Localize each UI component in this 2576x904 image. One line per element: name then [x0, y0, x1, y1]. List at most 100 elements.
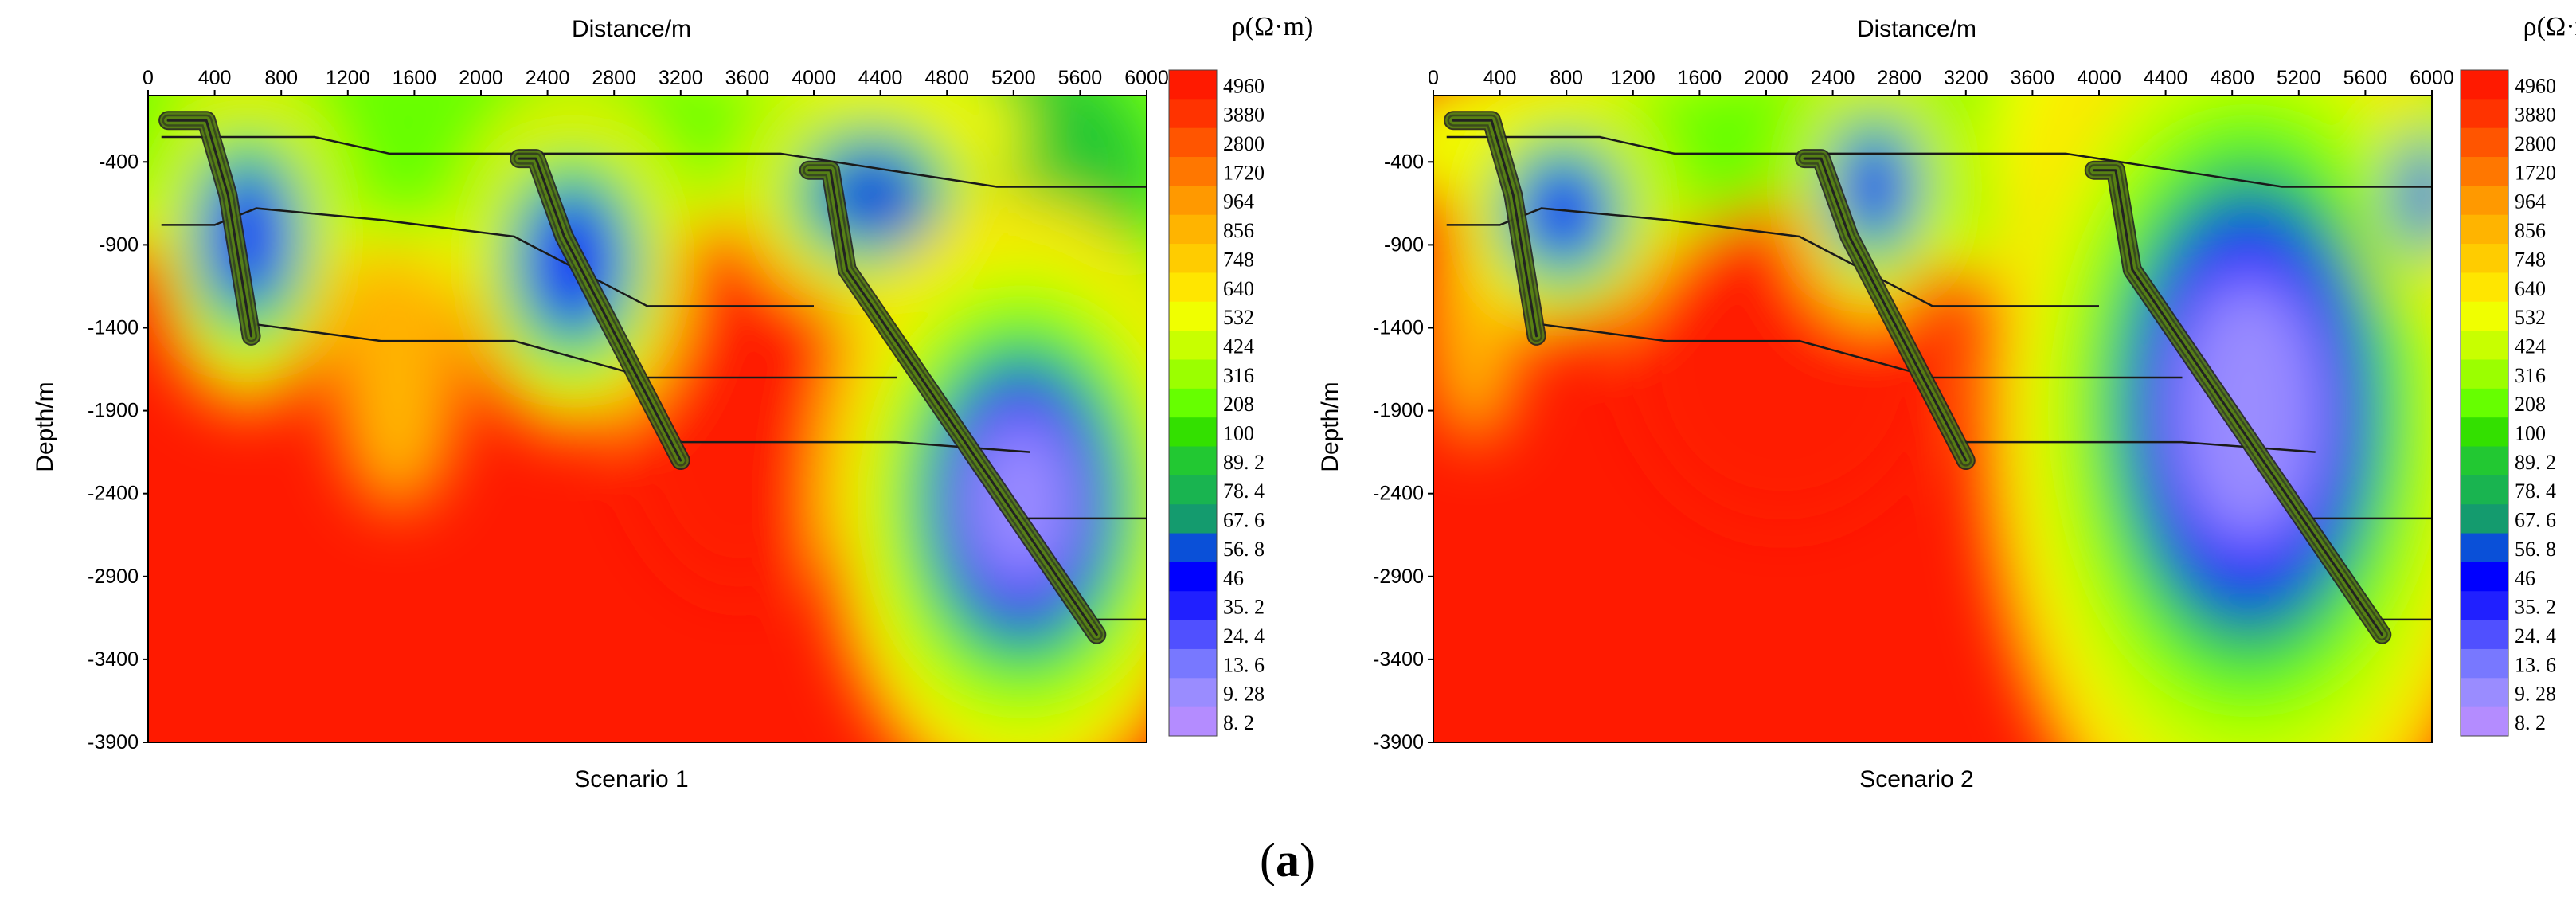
colorbar-label: 1720	[1223, 161, 1265, 184]
colorbar-swatch	[1169, 533, 1217, 563]
colorbar-label: 964	[1223, 190, 1254, 213]
colorbar-label: 2800	[2515, 132, 2556, 155]
colorbar-label: 316	[1223, 364, 1254, 387]
conductive-anomaly	[834, 162, 910, 228]
y-tick-label: -1400	[88, 316, 139, 339]
colorbar-label: 67. 6	[2515, 509, 2556, 532]
colorbar-label: 56. 8	[1223, 538, 1265, 561]
colorbar-label: 100	[2515, 422, 2546, 445]
x-tick-label: 4800	[924, 67, 969, 89]
colorbar-label: 3880	[2515, 104, 2556, 127]
colorbar-swatch	[1169, 359, 1217, 389]
y-tick-label: -2400	[88, 483, 139, 505]
fault-line	[1452, 119, 1538, 338]
colorbar-label: 208	[1223, 393, 1254, 416]
conductive-anomaly	[965, 415, 1078, 589]
colorbar-label: 9. 28	[1223, 683, 1265, 706]
colorbar-swatch	[1169, 70, 1217, 100]
colorbar-swatch	[1169, 186, 1217, 216]
x-tick-label: 6000	[1124, 67, 1169, 89]
y-tick-label: -2900	[1373, 565, 1424, 588]
colorbar-label: 46	[2515, 566, 2535, 589]
colorbar-label: 532	[2515, 306, 2546, 329]
x-tick-label: 2000	[459, 67, 503, 89]
colorbar-swatch	[1169, 446, 1217, 476]
x-tick-label: 3600	[2011, 67, 2055, 89]
x-axis-title: Distance/m	[1857, 16, 1976, 42]
x-tick-label: 4000	[792, 67, 836, 89]
x-tick-label: 1600	[1678, 67, 1722, 89]
y-tick-label: -1900	[1373, 400, 1424, 422]
colorbar-swatch	[2461, 475, 2508, 505]
y-tick-label: -3900	[88, 731, 139, 753]
colorbar-label: 9. 28	[2515, 683, 2556, 706]
fault-line	[518, 157, 682, 462]
plot-frame	[147, 95, 1147, 743]
y-tick-label: -400	[1384, 151, 1424, 173]
colorbar-label: 1720	[2515, 161, 2556, 184]
colorbar-swatch	[2461, 244, 2508, 273]
colorbar-label: 424	[2515, 335, 2546, 358]
x-tick-label: 4000	[2077, 67, 2121, 89]
colorbar-swatch	[2461, 620, 2508, 650]
x-tick-label: 2800	[592, 67, 636, 89]
colorbar-label: 640	[2515, 277, 2546, 300]
colorbar-frame	[1168, 69, 1218, 737]
colorbar-swatch	[2461, 533, 2508, 563]
colorbar-swatch	[1169, 244, 1217, 273]
layer-boundary-line	[1541, 323, 2183, 379]
y-tick-label: -3400	[1373, 648, 1424, 671]
colorbar-label: 46	[1223, 566, 1244, 589]
layer-boundary-line	[256, 323, 897, 379]
colorbar-label: 13. 6	[1223, 653, 1265, 676]
colorbar-swatch	[1169, 591, 1217, 621]
colorbar-swatch	[1169, 99, 1217, 129]
x-tick-label: 5200	[991, 67, 1036, 89]
x-tick-label: 2800	[1877, 67, 1921, 89]
colorbar-swatch	[2461, 157, 2508, 186]
colorbar-label: 78. 4	[2515, 479, 2556, 503]
colorbar-swatch	[2461, 678, 2508, 708]
scenario-2-panel: 0 400 800 1200 1600 2000 2400 2800 3200 3600 4000 4…	[1317, 12, 2576, 792]
colorbar-label: 964	[2515, 190, 2546, 213]
x-tick-label: 5600	[2343, 67, 2388, 89]
conductive-anomaly	[1850, 149, 1898, 225]
y-tick-label: -900	[99, 233, 139, 256]
colorbar-label: 56. 8	[2515, 538, 2556, 561]
colorbar-label: 4960	[1223, 74, 1265, 97]
colorbar-unit-label: ρ(Ω·m)	[2523, 12, 2576, 41]
fault-line	[807, 169, 1098, 636]
colorbar-swatch	[2461, 214, 2508, 245]
x-tick-label: 4800	[2210, 67, 2254, 89]
y-tick-label: -1400	[1373, 316, 1424, 339]
x-tick-label: 800	[264, 67, 298, 89]
colorbar-label: 35. 2	[2515, 596, 2556, 619]
colorbar-swatch	[1169, 157, 1217, 186]
x-tick-label: 1200	[1611, 67, 1655, 89]
colorbar-label: 640	[1223, 277, 1254, 300]
figure-label-open: (	[1260, 834, 1276, 886]
colorbar-swatch	[1169, 504, 1217, 534]
x-tick-label: 400	[198, 67, 232, 89]
colorbar-swatch	[1169, 648, 1217, 679]
y-tick-label: -1900	[88, 400, 139, 422]
colorbar-swatch	[1169, 678, 1217, 708]
colorbar-swatch	[1169, 272, 1217, 303]
resistivity-field	[148, 96, 1147, 742]
figure-label: (a)	[1260, 834, 1315, 886]
y-tick-label: -2900	[88, 565, 139, 588]
colorbar-label: 67. 6	[1223, 509, 1265, 532]
colorbar-swatch	[2461, 648, 2508, 679]
y-tick-label: -400	[99, 151, 139, 173]
colorbar-swatch	[2461, 562, 2508, 592]
colorbar-swatch	[2461, 186, 2508, 216]
scenario-1-panel: 0 400 800 1200 1600 2000 2400 2800 3200 3600 4000 4…	[32, 12, 1313, 792]
colorbar-label: 748	[1223, 248, 1254, 271]
colorbar-swatch	[2461, 446, 2508, 476]
colorbar-swatch	[2461, 359, 2508, 389]
colorbar-label: 8. 2	[1223, 711, 1254, 734]
colorbar-swatch	[2461, 388, 2508, 418]
layer-boundary-line	[1949, 440, 2316, 453]
fault-line	[1803, 157, 1968, 462]
